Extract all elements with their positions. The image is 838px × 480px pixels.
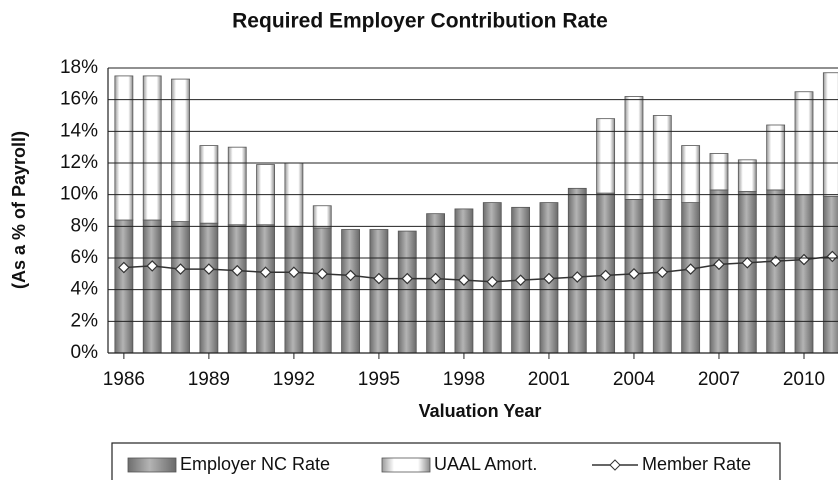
x-tick-label: 2007 [698,369,740,390]
marker [259,266,272,279]
bar [681,202,701,354]
marker [571,271,584,283]
y-tick-label: 8% [71,215,99,236]
marker [684,263,697,275]
marker [316,267,329,280]
bar [596,118,616,194]
y-tick-label: 10% [60,184,98,205]
bar [822,72,838,197]
bar [397,230,417,354]
bar [737,159,757,192]
y-tick-label: 18% [60,57,98,78]
bar [199,145,219,224]
y-tick-label: 16% [60,89,98,110]
y-tick-label: 6% [71,247,99,268]
bar [171,221,190,354]
legend-swatch [127,457,177,473]
bar [794,91,814,196]
marker [741,256,754,269]
y-tick-label: 2% [71,310,99,331]
bar [171,78,190,222]
marker [288,266,300,279]
marker [514,274,527,287]
x-tick-label: 1989 [188,369,230,390]
bar [142,75,162,221]
y-tick-label: 4% [71,279,99,300]
legend-marker [609,459,621,471]
bar [567,187,587,354]
bar [227,224,247,354]
legend-label: UAAL Amort. [434,454,537,474]
marker [543,272,555,285]
marker [599,269,612,282]
x-tick-label: 1998 [443,369,485,390]
marker [118,261,130,274]
marker [174,263,187,275]
bar [709,189,729,354]
bar [652,115,672,200]
bar [681,145,701,203]
x-tick-label: 1992 [273,369,315,390]
x-tick-label: 1986 [103,369,145,390]
bar [341,229,360,354]
marker [429,272,442,285]
y-axis-title: (As a % of Payroll) [9,131,29,289]
bar [737,191,757,354]
marker [146,260,159,272]
x-tick-label: 2010 [783,369,825,390]
marker [486,275,499,288]
bar [312,205,332,229]
legend-box [111,442,781,480]
bar [312,227,332,354]
legend: Employer NC Rate UAAL Amort. Member Rate [127,454,751,474]
bar [256,224,275,354]
y-tick-label: 0% [71,342,99,363]
bar [624,96,644,200]
y-tick-label: 12% [60,152,98,173]
marker [344,269,357,282]
bar [369,229,389,354]
plot-area [114,72,838,354]
legend-label: Member Rate [642,454,751,474]
marker [458,274,470,287]
chart-title: Required Employer Contribution Rate [232,10,608,33]
legend-label: Employer NC Rate [180,454,330,474]
bar [766,124,786,191]
marker [231,264,244,277]
marker [656,266,669,279]
y-tick-label: 14% [60,120,98,141]
x-tick-label: 1995 [358,369,400,390]
marker [628,267,640,280]
x-tick-label: 2001 [528,369,570,390]
bar [227,146,247,226]
bar [822,195,838,354]
bar [709,153,729,191]
x-tick-label: 2004 [613,369,656,390]
marker [373,272,385,285]
bar [114,75,134,221]
marker [826,250,838,263]
marker [713,258,725,271]
bar [142,219,162,354]
bar [794,194,814,354]
bar [199,222,219,354]
bar [766,189,786,354]
marker [401,272,414,285]
legend-swatch [381,457,431,473]
x-axis-title: Valuation Year [419,401,542,421]
marker [769,255,782,268]
marker [203,263,215,275]
bar [114,219,134,354]
